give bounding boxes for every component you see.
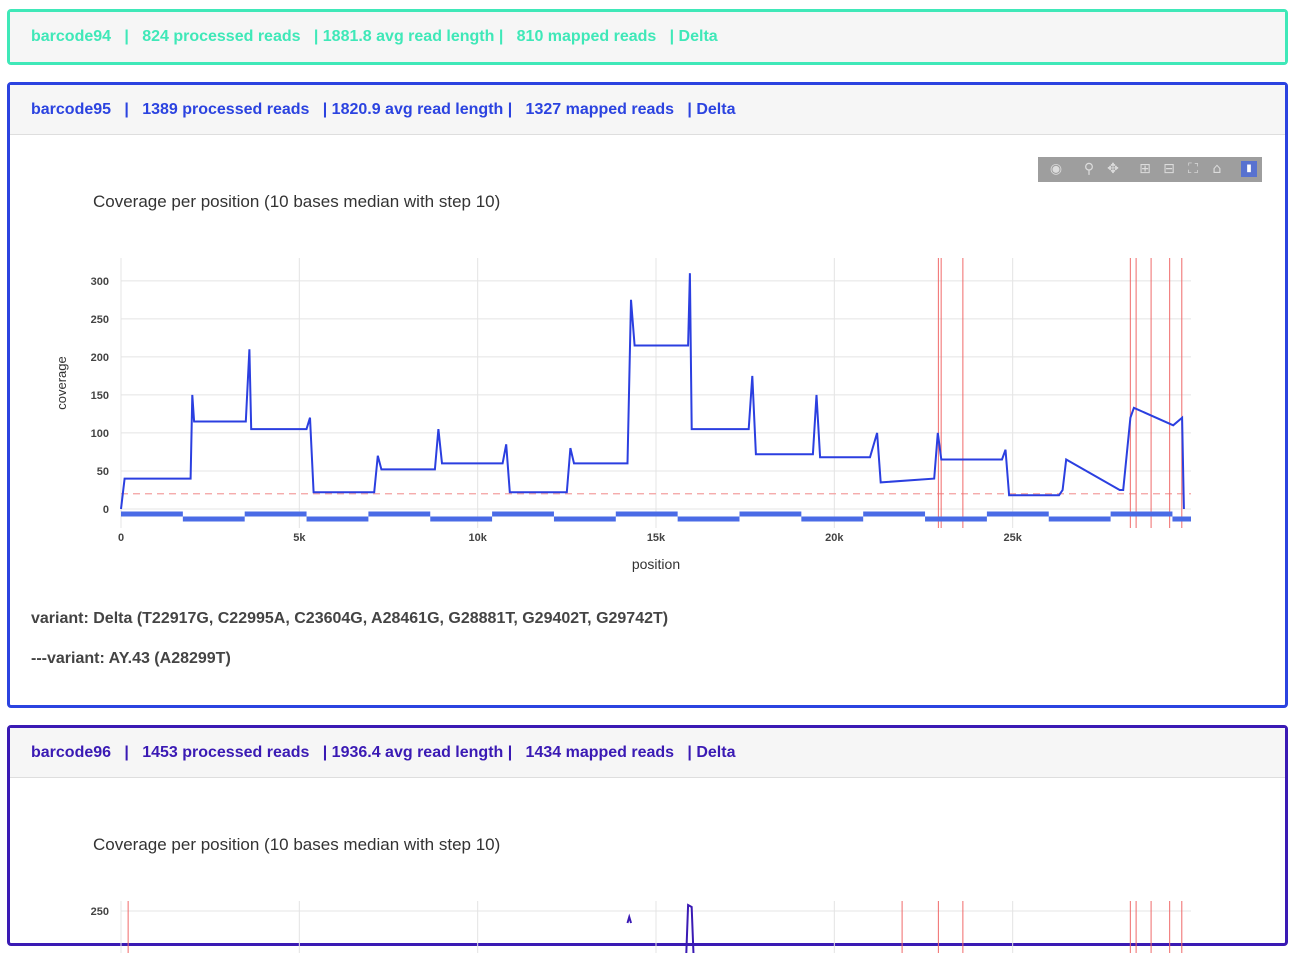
plotly-logo-icon[interactable]: ▮ <box>1241 161 1257 177</box>
y-tick-label: 50 <box>97 466 109 478</box>
y-tick-label: 250 <box>91 314 109 326</box>
y-tick-label: 100 <box>91 428 109 440</box>
coverage-series-line <box>685 903 695 953</box>
barcode94-card: barcode94 | 824 processed reads | 1881.8… <box>7 9 1288 65</box>
variant-line-delta: variant: Delta (T22917G, C22995A, C23604… <box>31 610 669 627</box>
coverage-series-line <box>626 913 632 924</box>
x-tick-label: 10k <box>468 532 487 544</box>
x-tick-label: 5k <box>293 532 306 544</box>
y-tick-label: 0 <box>103 504 109 516</box>
coverage-chart[interactable]: 250 <box>31 893 1231 953</box>
pan-icon[interactable]: ✥ <box>1107 161 1119 177</box>
barcode95-header[interactable]: barcode95 | 1389 processed reads | 1820.… <box>10 85 1285 135</box>
barcode95-card: barcode95 | 1389 processed reads | 1820.… <box>7 82 1288 708</box>
y-axis-title: coverage <box>54 356 69 409</box>
barcode96-card: barcode96 | 1453 processed reads | 1936.… <box>7 725 1288 953</box>
autoscale-icon[interactable]: ⛶ <box>1188 161 1198 177</box>
plot-modebar: ◉ ⚲ ✥ ⊞ ⊟ ⛶ ⌂ ▮ <box>1038 157 1262 182</box>
zoom-out-icon[interactable]: ⊟ <box>1163 161 1175 177</box>
y-tick-label: 150 <box>91 390 109 402</box>
camera-icon[interactable]: ◉ <box>1049 161 1063 177</box>
y-tick-label: 300 <box>91 276 109 288</box>
y-tick-label: 250 <box>91 906 109 918</box>
x-tick-label: 0 <box>118 532 124 544</box>
plot-title: Coverage per position (10 bases median w… <box>93 192 501 211</box>
x-tick-label: 15k <box>647 532 666 544</box>
zoom-icon[interactable]: ⚲ <box>1083 161 1095 177</box>
coverage-series-line <box>120 273 1185 510</box>
coverage-chart[interactable]: 0 5k 10k 15k 20k 25k 0 50 100 150 200 250 300 positio… <box>31 250 1231 590</box>
barcode96-header[interactable]: barcode96 | 1453 processed reads | 1936.… <box>10 728 1285 778</box>
reset-axes-icon[interactable]: ⌂ <box>1212 161 1222 177</box>
x-tick-label: 20k <box>825 532 844 544</box>
x-axis-title: position <box>632 556 680 572</box>
zoom-in-icon[interactable]: ⊞ <box>1139 161 1151 177</box>
x-tick-label: 25k <box>1003 532 1022 544</box>
barcode94-header[interactable]: barcode94 | 824 processed reads | 1881.8… <box>10 12 1285 62</box>
plot-title: Coverage per position (10 bases median w… <box>93 835 501 854</box>
variant-line-ay43: ---variant: AY.43 (A28299T) <box>31 650 231 667</box>
y-tick-label: 200 <box>91 352 109 364</box>
